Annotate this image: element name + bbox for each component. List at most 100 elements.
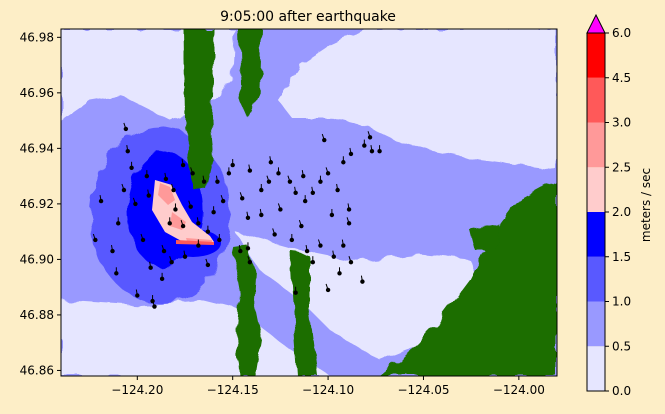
colorbar-segment bbox=[587, 33, 605, 78]
debris-particle bbox=[293, 290, 298, 295]
y-axis: 46.86 46.88 46.90 46.92 46.94 46.96 46.98 bbox=[20, 30, 61, 377]
inland-patch bbox=[470, 225, 500, 250]
debris-particle bbox=[110, 248, 115, 254]
colorbar-segment bbox=[587, 256, 605, 302]
x-axis: −124.20 −124.15 −124.10 −124.05 −124.00 bbox=[111, 376, 545, 397]
debris-particle bbox=[341, 243, 346, 248]
debris-particle bbox=[133, 201, 138, 207]
debris-particle bbox=[215, 179, 220, 184]
debris-particle bbox=[230, 162, 235, 168]
debris-particle bbox=[331, 254, 336, 259]
south-spit bbox=[232, 244, 262, 376]
debris-particle bbox=[266, 179, 272, 184]
debris-particle bbox=[341, 160, 346, 165]
debris-particle bbox=[129, 165, 134, 170]
debris-particle bbox=[169, 259, 174, 265]
debris-particle bbox=[287, 179, 293, 184]
debris-particle bbox=[226, 171, 232, 176]
debris-particle bbox=[167, 221, 172, 226]
debris-particle bbox=[140, 237, 146, 243]
south-shore-strip bbox=[290, 250, 318, 376]
slow-bay-region bbox=[278, 29, 557, 170]
y-tick-label: 46.96 bbox=[20, 86, 54, 100]
debris-particle bbox=[369, 148, 375, 154]
colorbar-segment bbox=[587, 122, 605, 168]
north-peninsula bbox=[184, 29, 214, 190]
debris-particle bbox=[173, 207, 178, 212]
debris-particle bbox=[329, 212, 335, 218]
x-tick-label: −124.05 bbox=[397, 383, 449, 397]
chart-title: 9:05:00 after earthquake bbox=[220, 9, 396, 25]
debris-particle bbox=[211, 210, 216, 215]
debris-particle bbox=[148, 265, 153, 270]
debris-particle bbox=[259, 212, 264, 218]
debris-particle bbox=[146, 193, 151, 198]
debris-particle bbox=[205, 229, 211, 234]
debris-particle bbox=[240, 196, 245, 201]
debris-particle bbox=[205, 262, 211, 268]
debris-particle bbox=[310, 259, 316, 265]
colorbar-segment bbox=[587, 167, 605, 212]
colorbar-tick-label: 1.5 bbox=[612, 250, 631, 264]
debris-particle bbox=[278, 207, 283, 212]
debris-particle bbox=[346, 221, 352, 226]
debris-particle bbox=[348, 259, 354, 265]
colorbar-tick-label: 6.0 bbox=[612, 26, 631, 40]
debris-particle bbox=[93, 237, 98, 243]
y-tick-label: 46.88 bbox=[20, 308, 54, 322]
debris-particle bbox=[188, 204, 193, 209]
debris-particle bbox=[259, 187, 264, 193]
y-tick-label: 46.90 bbox=[20, 252, 54, 266]
y-tick-label: 46.86 bbox=[20, 363, 54, 377]
slow-ocean-region-south bbox=[61, 300, 330, 376]
debris-particle bbox=[299, 223, 304, 229]
land-areas bbox=[184, 29, 557, 376]
colorbar-segment bbox=[587, 212, 605, 257]
debris-particle bbox=[346, 207, 352, 212]
x-tick-label: −124.10 bbox=[302, 383, 354, 397]
debris-particle bbox=[247, 259, 253, 265]
colorbar-tick-label: 0.5 bbox=[612, 339, 631, 353]
debris-particle bbox=[360, 279, 365, 284]
debris-particle bbox=[362, 143, 367, 148]
debris-particle bbox=[163, 176, 169, 182]
colorbar-tick-label: 2.0 bbox=[612, 205, 631, 219]
debris-particle bbox=[220, 198, 226, 204]
debris-particle bbox=[180, 223, 186, 229]
debris-particle bbox=[201, 179, 207, 184]
north-shore-strip bbox=[238, 29, 262, 118]
debris-particle bbox=[348, 151, 354, 157]
debris-particle bbox=[180, 162, 186, 168]
colorbar-tick-label: 0.0 bbox=[612, 384, 631, 398]
debris-particle bbox=[125, 148, 130, 154]
debris-particle bbox=[98, 198, 104, 204]
debris-particle bbox=[302, 198, 308, 204]
debris-particle bbox=[116, 221, 121, 226]
debris-particle bbox=[238, 248, 243, 254]
colorbar-tick-label: 3.0 bbox=[612, 116, 631, 130]
debris-particle bbox=[293, 190, 298, 195]
debris-particle bbox=[121, 187, 127, 193]
debris-particle bbox=[245, 246, 251, 251]
velocity-map bbox=[61, 29, 557, 376]
debris-particle bbox=[152, 304, 157, 309]
colorbar: 0.0 0.5 1.0 1.5 2.0 2.5 3.0 4.5 6.0 bbox=[586, 13, 631, 398]
debris-particle bbox=[322, 137, 327, 143]
debris-particle bbox=[190, 171, 195, 176]
debris-particle bbox=[268, 160, 274, 165]
debris-particle bbox=[304, 248, 310, 254]
peak-flow-zone bbox=[176, 240, 214, 245]
debris-particles bbox=[92, 122, 382, 309]
debris-particle bbox=[335, 187, 340, 193]
colorbar-segment bbox=[587, 346, 605, 391]
plot-frame bbox=[60, 28, 558, 377]
debris-particle bbox=[159, 276, 165, 282]
x-tick-label: −124.15 bbox=[207, 383, 259, 397]
debris-particle bbox=[182, 254, 188, 259]
debris-particle bbox=[217, 237, 222, 243]
southeast-hills bbox=[380, 180, 557, 376]
debris-particle bbox=[196, 221, 201, 226]
debris-particle bbox=[377, 148, 382, 154]
